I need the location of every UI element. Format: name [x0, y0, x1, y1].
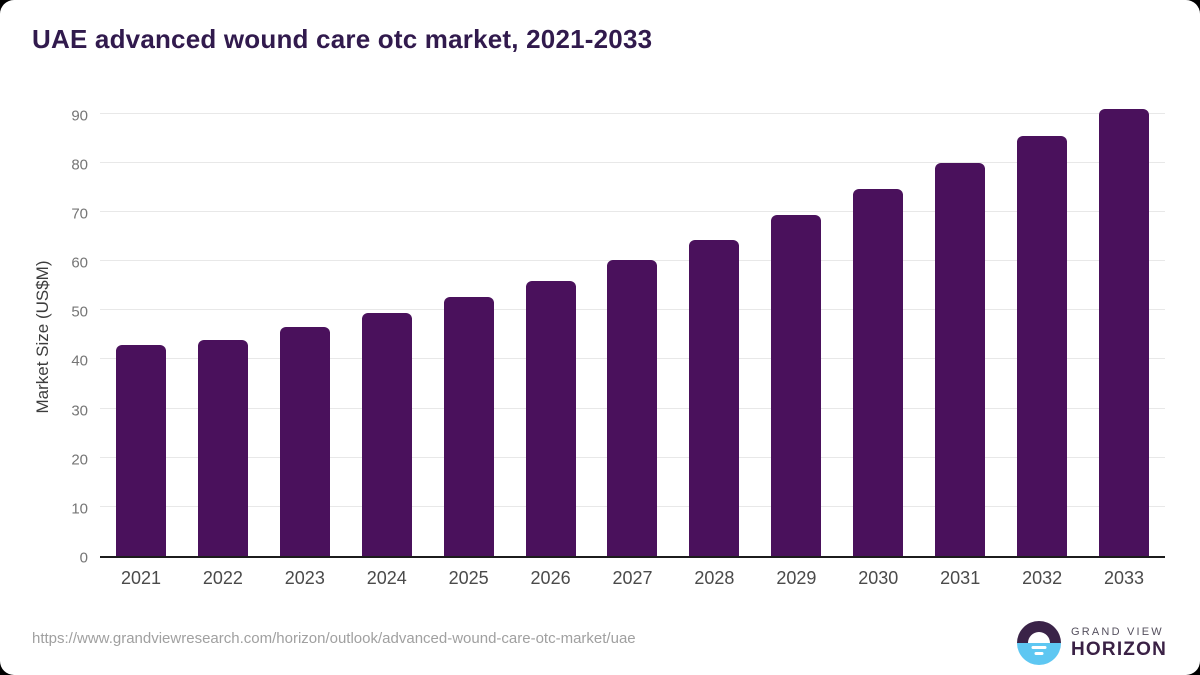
logo-brand-name: GRAND VIEW — [1071, 625, 1164, 638]
gridline-90 — [100, 112, 1165, 114]
bar-2033 — [1099, 108, 1150, 556]
bar-2026 — [525, 280, 576, 556]
logo-text: GRAND VIEW HORIZON — [1071, 626, 1167, 661]
y-tick-label-0: 0 — [79, 549, 88, 567]
x-tick-label-2022: 2022 — [202, 568, 243, 588]
plot-area: 2021 2022 2023 2024 2025 2026 2027 2028 2029 2030… — [100, 101, 1165, 588]
bar-slot-2032: 2032 — [1001, 101, 1083, 588]
x-tick-label-2023: 2023 — [284, 568, 325, 588]
bar-slot-2022: 2022 — [182, 101, 264, 588]
y-tick-label-80: 80 — [71, 156, 88, 174]
bar-slot-2026: 2026 — [510, 101, 592, 588]
y-tick-label-50: 50 — [71, 303, 88, 321]
x-tick-label-2032: 2032 — [1022, 568, 1063, 588]
y-tick-label-60: 60 — [71, 254, 88, 272]
bar-2027 — [607, 260, 658, 556]
x-tick-label-2030: 2030 — [858, 568, 899, 588]
x-tick-label-2027: 2027 — [612, 568, 653, 588]
sun-dome-shape — [1028, 632, 1050, 643]
bars-container: 2021 2022 2023 2024 2025 2026 2027 2028 2029 2030… — [100, 101, 1165, 588]
bar-2028 — [689, 239, 740, 556]
y-axis-ticks: 0 10 20 30 40 50 60 70 80 90 — [0, 103, 88, 566]
y-tick-label-30: 30 — [71, 402, 88, 420]
y-tick-label-70: 70 — [71, 205, 88, 223]
y-tick-label-40: 40 — [71, 352, 88, 370]
horizon-sun-icon — [1017, 621, 1061, 665]
bar-2032 — [1017, 136, 1068, 556]
bar-slot-2031: 2031 — [919, 101, 1001, 588]
x-tick-label-2021: 2021 — [120, 568, 161, 588]
x-tick-label-2028: 2028 — [694, 568, 735, 588]
bar-slot-2030: 2030 — [837, 101, 919, 588]
bar-2023 — [279, 327, 330, 556]
sun-reflection-line — [1031, 646, 1047, 649]
gridline-80 — [100, 161, 1165, 163]
brand-logo: GRAND VIEW HORIZON — [1017, 621, 1167, 665]
bar-slot-2024: 2024 — [346, 101, 428, 588]
x-tick-label-2029: 2029 — [776, 568, 817, 588]
bar-slot-2023: 2023 — [264, 101, 346, 588]
bar-slot-2025: 2025 — [428, 101, 510, 588]
bar-2024 — [361, 312, 412, 556]
x-tick-label-2033: 2033 — [1104, 568, 1145, 588]
bar-2025 — [443, 296, 494, 556]
source-url: https://www.grandviewresearch.com/horizo… — [32, 630, 636, 647]
x-tick-label-2024: 2024 — [366, 568, 407, 588]
bar-slot-2033: 2033 — [1083, 101, 1165, 588]
sun-reflection-line — [1034, 652, 1044, 655]
chart-title: UAE advanced wound care otc market, 2021… — [32, 24, 653, 54]
logo-product-name: HORIZON — [1071, 638, 1168, 660]
gridline-70 — [100, 211, 1165, 213]
bar-2029 — [771, 214, 822, 556]
x-tick-label-2025: 2025 — [448, 568, 489, 588]
y-tick-label-10: 10 — [71, 500, 88, 518]
bar-2031 — [935, 162, 986, 556]
bar-slot-2021: 2021 — [100, 101, 182, 588]
bar-2022 — [197, 339, 248, 556]
y-tick-label-90: 90 — [71, 107, 88, 125]
x-tick-label-2031: 2031 — [940, 568, 981, 588]
bar-slot-2027: 2027 — [592, 101, 674, 588]
y-tick-label-20: 20 — [71, 451, 88, 469]
bar-slot-2028: 2028 — [673, 101, 755, 588]
bar-2021 — [115, 344, 166, 556]
x-tick-label-2026: 2026 — [530, 568, 571, 588]
bar-2030 — [853, 189, 904, 556]
bar-slot-2029: 2029 — [755, 101, 837, 588]
